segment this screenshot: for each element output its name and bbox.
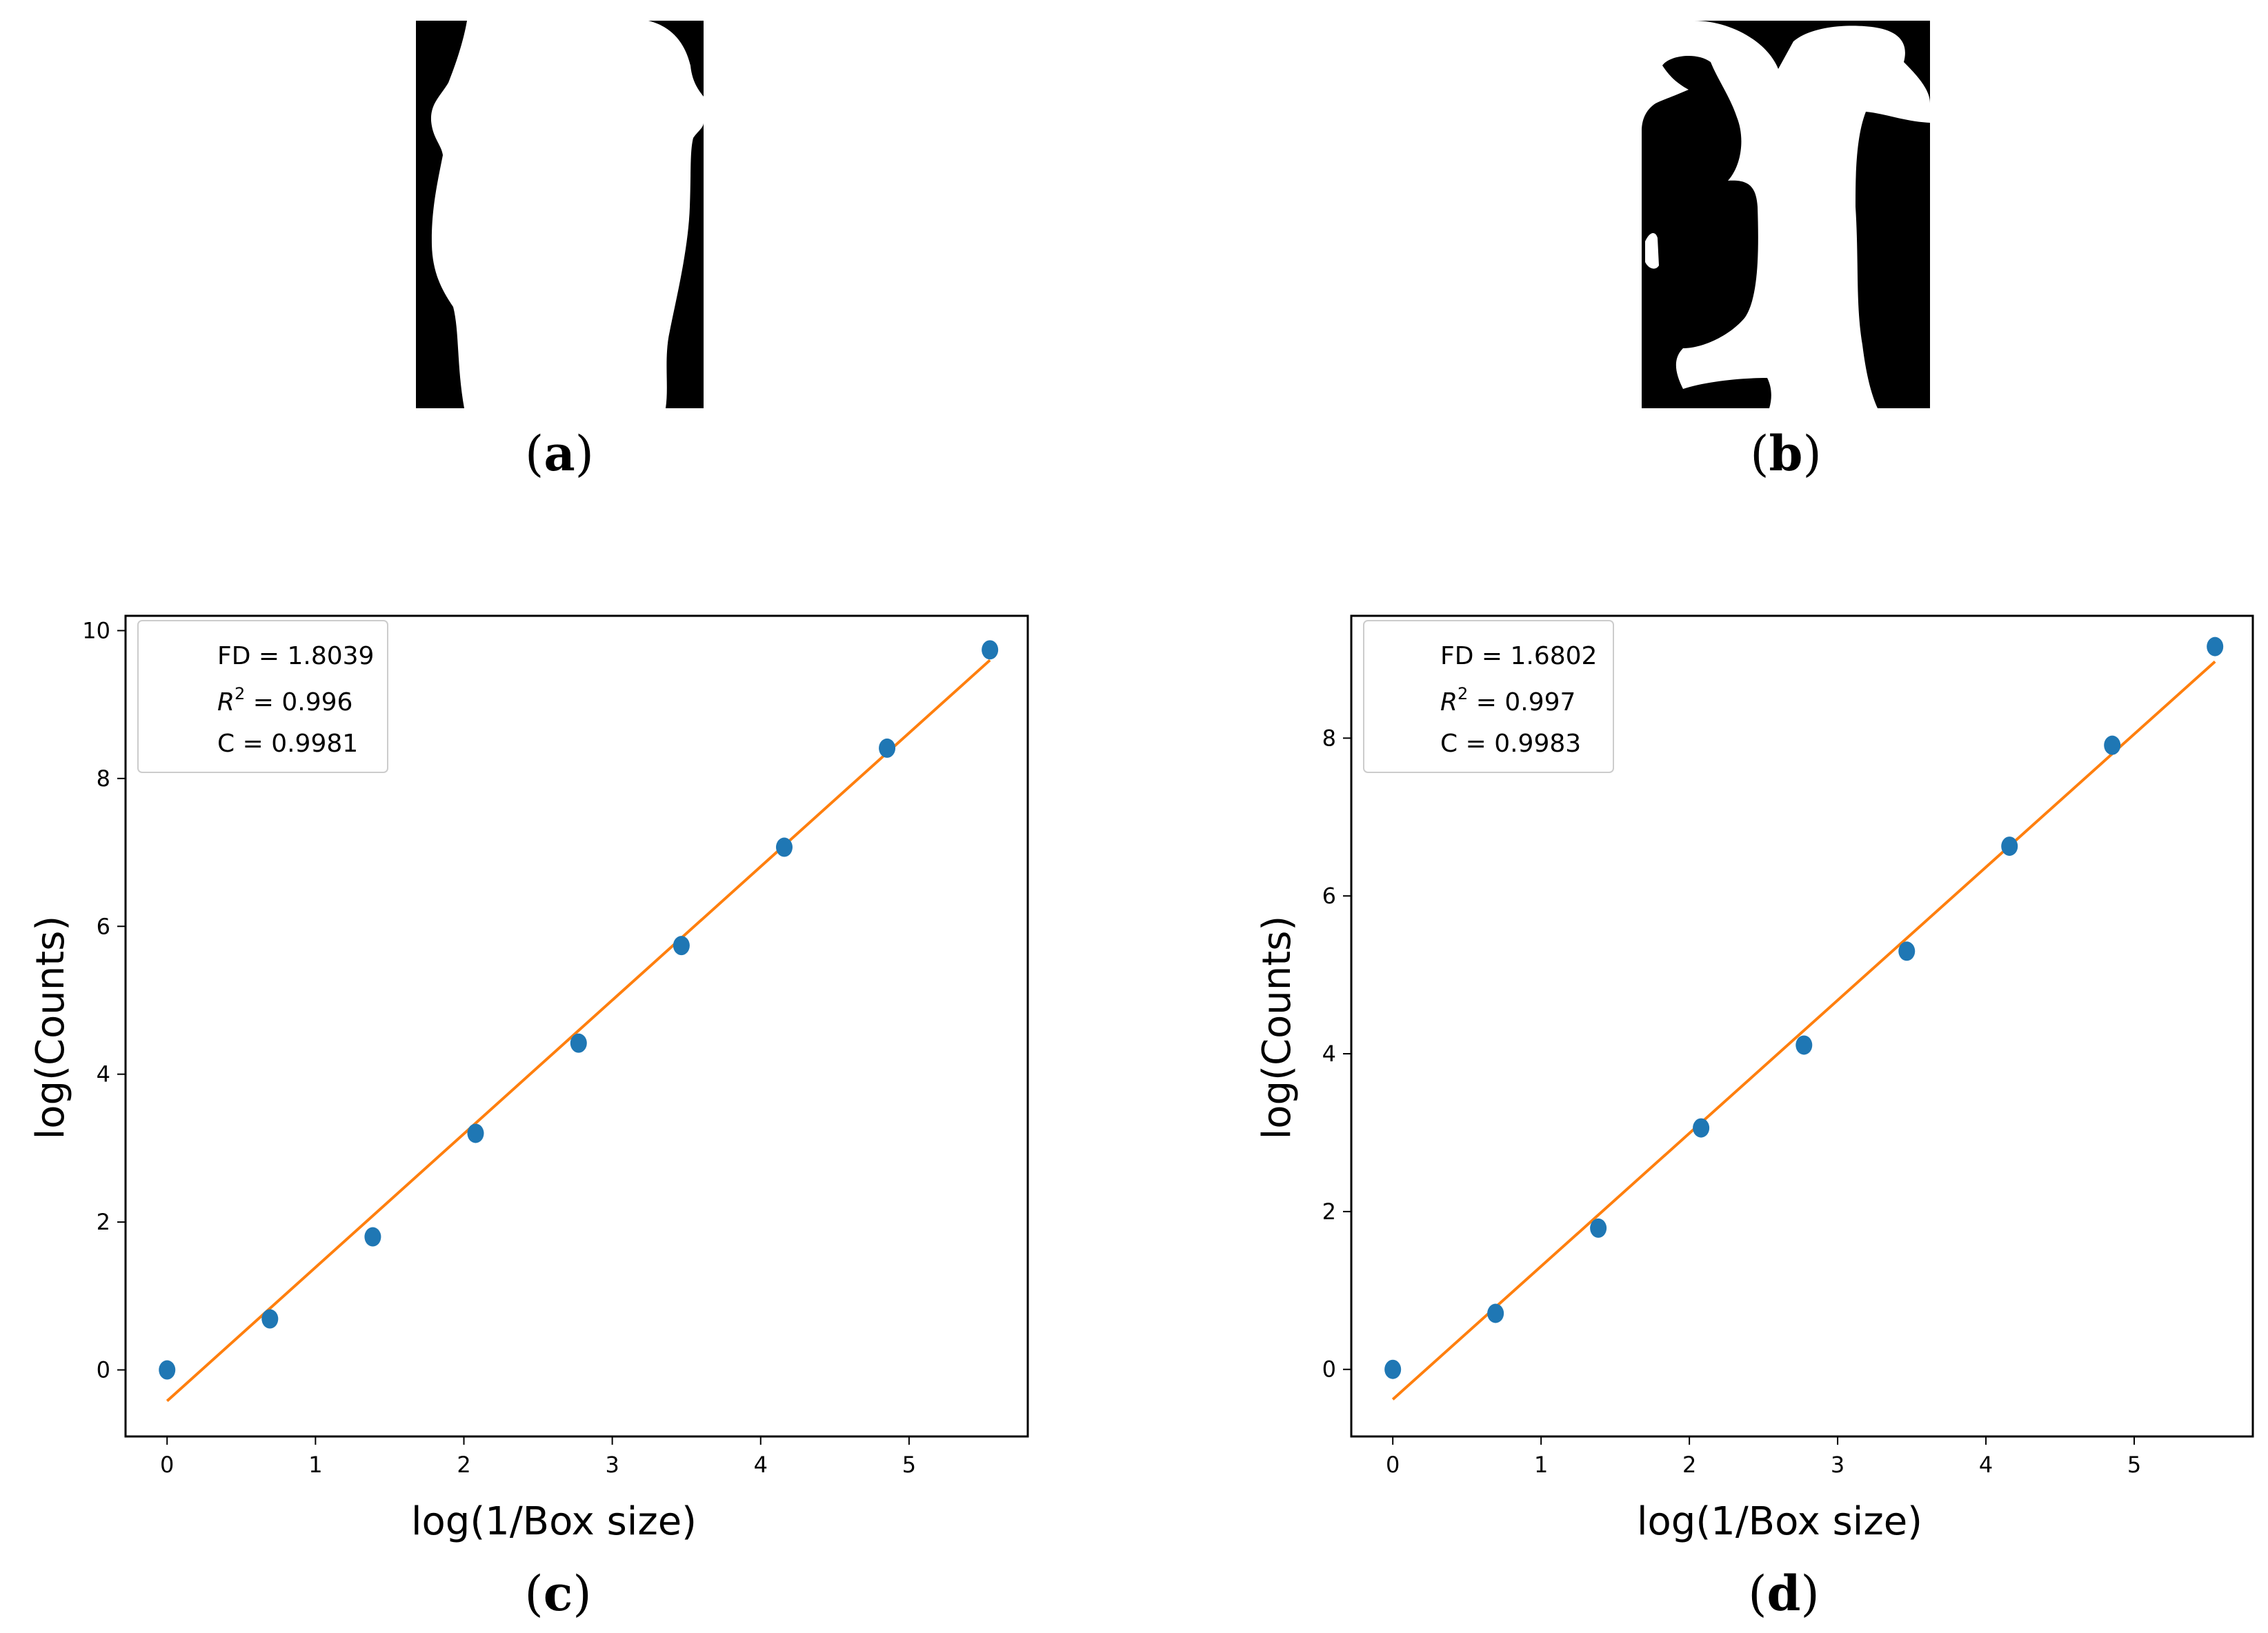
panel-c-fit-line	[166, 659, 991, 1403]
panel-d-points-layer	[1384, 637, 2224, 1379]
panel-b-image	[1642, 21, 1930, 408]
panel-c-tick-layer: 0 1 2 3 4 5 0 2 4 6 8 10	[82, 617, 916, 1478]
panel-c-points-layer	[159, 640, 999, 1380]
panel-d-data-point	[1487, 1303, 1504, 1323]
panel-d-legend-r2: R2 = 0.997	[1440, 684, 1575, 717]
panel-d-x-tick-label: 3	[1831, 1452, 1844, 1478]
panel-c-y-tick-label: 6	[97, 913, 110, 939]
panel-d-legend-c: C = 0.9983	[1440, 730, 1581, 758]
panel-c-data-point	[879, 738, 896, 758]
panel-d-fit-line	[1391, 660, 2216, 1401]
panel-d-y-tick-label: 6	[1322, 883, 1336, 909]
panel-c-y-tick-label: 0	[97, 1357, 110, 1383]
panel-d-x-tick-label: 4	[1979, 1452, 1993, 1478]
panel-d-y-tick-label: 2	[1322, 1199, 1336, 1225]
panel-d-y-tick-label: 0	[1322, 1356, 1336, 1383]
panel-d-chart: 0 1 2 3 4 5 0 2 4 6 8 FD = 1.6802 R2 = 0.997 C = 0…	[1255, 614, 2254, 1544]
panel-c-legend-r2: R2 = 0.996	[217, 684, 352, 717]
panel-c-fit-layer	[166, 659, 991, 1403]
panel-c-plot-frame	[124, 614, 1029, 1438]
panel-d-data-point	[1590, 1218, 1607, 1238]
panel-d-tick-layer: 0 1 2 3 4 5 0 2 4 6 8	[1322, 725, 2142, 1478]
panel-d-data-point	[2207, 637, 2224, 657]
panel-d-x-tick-label: 5	[2127, 1452, 2141, 1478]
panel-c-data-point	[570, 1033, 587, 1053]
panel-d-plot-frame	[1350, 614, 2254, 1438]
panel-d-x-tick-label: 0	[1386, 1452, 1400, 1478]
panel-c-x-tick-label: 1	[308, 1452, 322, 1478]
panel-d-y-tick-label: 8	[1322, 725, 1336, 751]
panel-d-data-point	[1898, 941, 1916, 961]
panel-d-data-point	[2104, 735, 2121, 755]
panel-c-x-tick-label: 5	[902, 1452, 916, 1478]
panel-c-y-tick-label: 8	[97, 765, 110, 792]
panel-c-legend-c: C = 0.9981	[217, 730, 358, 758]
panel-a-image	[416, 21, 704, 408]
panel-d-data-point	[1384, 1359, 1402, 1379]
panel-c-caption: (c)	[524, 1565, 591, 1622]
panel-d-data-point	[1796, 1035, 1813, 1055]
panel-d-data-point	[1693, 1118, 1710, 1138]
panel-c-data-point	[467, 1123, 484, 1143]
panel-c-data-point	[775, 837, 793, 857]
panel-c-y-tick-label: 4	[97, 1061, 110, 1088]
panel-c-x-axis-label: log(1/Box size)	[411, 1499, 697, 1544]
panel-c-data-point	[364, 1227, 381, 1247]
panel-c-x-tick-label: 2	[457, 1452, 470, 1478]
panel-c-data-point	[673, 936, 690, 956]
panel-c-legend: FD = 1.8039 R2 = 0.996 C = 0.9981	[137, 620, 388, 773]
panel-c-data-point	[982, 640, 999, 660]
panel-c-y-tick-label: 10	[82, 617, 110, 643]
panel-c-x-tick-label: 4	[754, 1452, 768, 1478]
panel-d-legend-fd: FD = 1.6802	[1440, 642, 1597, 670]
panel-c-chart: 0 1 2 3 4 5 0 2 4 6 8 10 FD = 1.8039 R2 = 0.996 C =…	[28, 614, 1029, 1544]
panel-d-fit-layer	[1391, 660, 2216, 1401]
panel-d-x-axis-label: log(1/Box size)	[1637, 1499, 1922, 1544]
panel-d-x-tick-label: 1	[1534, 1452, 1548, 1478]
panel-d-y-tick-label: 4	[1322, 1041, 1336, 1067]
panel-c-legend-fd: FD = 1.8039	[217, 642, 374, 670]
panel-d-data-point	[2001, 836, 2018, 856]
panel-a-caption: (a)	[525, 425, 594, 482]
panel-c-y-axis-label: log(Counts)	[28, 916, 73, 1140]
panel-b-caption: (b)	[1750, 425, 1822, 482]
panel-d-legend: FD = 1.6802 R2 = 0.997 C = 0.9983	[1363, 620, 1614, 773]
panel-d-y-axis-label: log(Counts)	[1255, 916, 1300, 1140]
panel-c-data-point	[261, 1309, 279, 1329]
panel-c-y-tick-label: 2	[97, 1209, 110, 1235]
panel-c-x-tick-label: 3	[605, 1452, 619, 1478]
panel-c-x-tick-label: 0	[160, 1452, 174, 1478]
panel-c-data-point	[159, 1360, 176, 1380]
panel-d-caption: (d)	[1748, 1565, 1820, 1622]
panel-d-x-tick-label: 2	[1682, 1452, 1696, 1478]
